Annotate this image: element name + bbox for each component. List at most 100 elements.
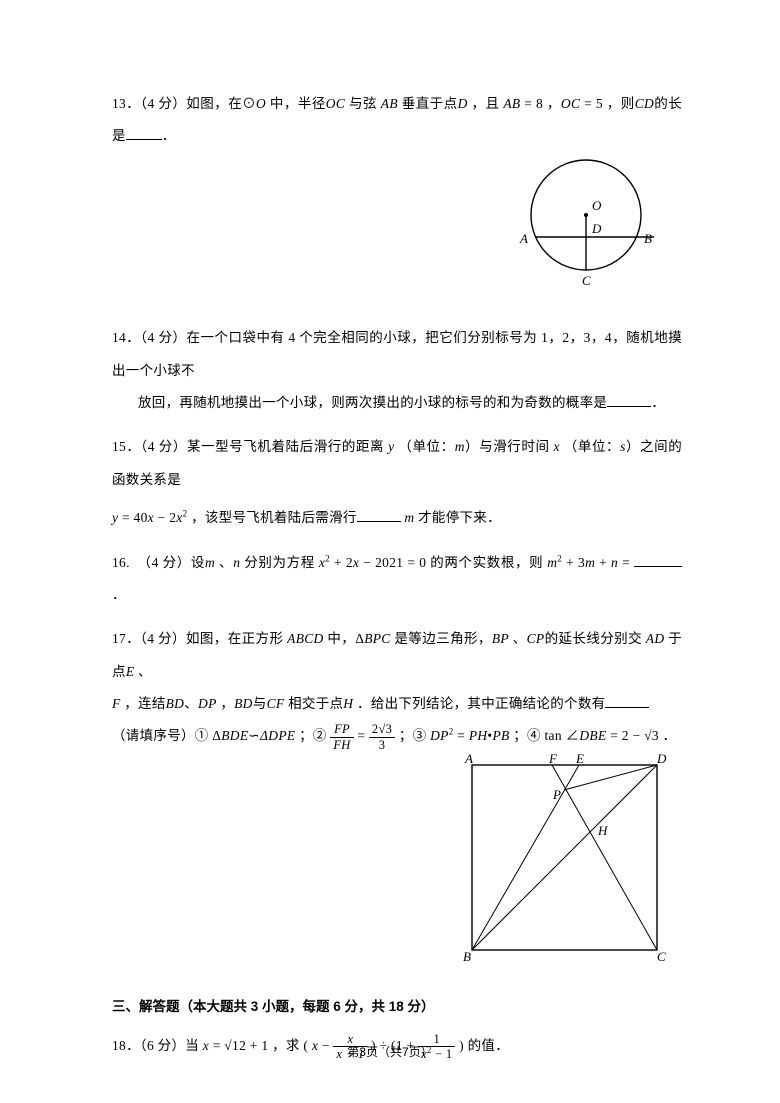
- q13-figure: O D A B C: [514, 153, 654, 298]
- q16-text: +: [595, 555, 611, 570]
- q17-frac2: 2√33: [369, 723, 395, 751]
- label-C: C: [657, 949, 666, 964]
- q13-OC: OC: [326, 96, 345, 111]
- label-A: A: [464, 753, 473, 766]
- q17-frac1: FPFH: [330, 723, 353, 751]
- q15: 15．（4 分）某一型号飞机着陆后滑行的距离 y （单位：m）与滑行时间 x （…: [112, 431, 682, 534]
- q17-DBE: DBE: [579, 728, 606, 743]
- q17-DP2: DP: [430, 728, 449, 743]
- q17-BD: BD: [166, 696, 185, 711]
- q13-AB: AB: [381, 96, 398, 111]
- q17-text: ，连结: [121, 696, 166, 711]
- q14-blank: [607, 394, 651, 407]
- q15-m: m: [455, 439, 465, 454]
- q17-BP: BP: [492, 631, 509, 646]
- q17-text: ；④ tan ∠: [510, 728, 580, 743]
- q16-text: =: [618, 555, 634, 570]
- q17-PB: PB: [492, 728, 509, 743]
- q16-dot: ．: [112, 587, 126, 602]
- q15-m2: m: [401, 510, 415, 525]
- q13: 13．（4 分）如图，在⊙O 中，半径OC 与弦 AB 垂直于点D ，且 AB …: [112, 88, 682, 310]
- q17: 17．（4 分）如图，在正方形 ABCD 中，ΔBPC 是等边三角形，BP 、C…: [112, 623, 682, 977]
- q16-text: + 2: [330, 555, 353, 570]
- footer-b: 页（共: [366, 1045, 402, 1059]
- q17-FH: FH: [330, 738, 353, 752]
- label-A: A: [519, 231, 528, 246]
- q16-text: − 2021 = 0 的两个实数根，则: [359, 555, 547, 570]
- q17-CP: CP: [527, 631, 545, 646]
- q13-text: ，且: [468, 96, 504, 111]
- q15-blank: [357, 509, 401, 522]
- q15-text: （单位：: [560, 439, 620, 454]
- q17-BD2: BD: [234, 696, 253, 711]
- q17-figure-container: A D B C F E P H: [112, 753, 682, 977]
- q13-eq1: = 8 ，: [520, 96, 560, 111]
- q13-OC2: OC: [561, 96, 580, 111]
- page-footer: 第3页（共7页）: [0, 1038, 780, 1067]
- label-E: E: [575, 753, 584, 766]
- q17-BDE: BDE: [221, 728, 248, 743]
- q17-text: 的延长线分别交: [544, 631, 645, 646]
- q17-eq: =: [454, 728, 469, 743]
- footer-c: 页）: [409, 1045, 433, 1059]
- q13-text: 垂直于点: [398, 96, 458, 111]
- label-O: O: [592, 198, 602, 213]
- q15-eq: − 2: [154, 510, 176, 525]
- q17-PH: PH: [469, 728, 488, 743]
- q13-eq2: = 5 ，则: [580, 96, 634, 111]
- label-F: F: [548, 753, 558, 766]
- q17-text: 、: [184, 696, 198, 711]
- q13-text: 中，半径: [266, 96, 326, 111]
- q17-text: 、: [134, 664, 151, 679]
- q16-m: m: [205, 555, 215, 570]
- q17-text: 与: [253, 696, 267, 711]
- q17-text: 是等边三角形，: [391, 631, 492, 646]
- q15-text: ）与滑行时间: [465, 439, 554, 454]
- label-B: B: [644, 231, 652, 246]
- q16: 16. （4 分）设m 、n 分别为方程 x2 + 2x − 2021 = 0 …: [112, 547, 682, 612]
- q16-text: 分别为方程: [240, 555, 319, 570]
- q16-blank: [634, 553, 682, 566]
- label-H: H: [597, 823, 608, 838]
- q16-m2: m: [547, 555, 557, 570]
- q15-text: （单位：: [394, 439, 454, 454]
- q17-ABCD: ABCD: [287, 631, 323, 646]
- q17-AD: AD: [646, 631, 665, 646]
- q17-3: 3: [369, 738, 395, 752]
- q17-sim: ∽: [248, 728, 260, 743]
- q15-text: 15．（4 分）某一型号飞机着陆后滑行的距离: [112, 439, 388, 454]
- q17-figure: A D B C F E P H: [457, 753, 672, 965]
- q15-eq: = 40: [118, 510, 147, 525]
- q14-dot: ．: [651, 395, 665, 410]
- q16-text: + 3: [562, 555, 585, 570]
- q14-l1: 14．（4 分）在一个口袋中有 4 个完全相同的小球，把它们分别标号为 1，2，…: [112, 322, 682, 387]
- q13-O: O: [256, 96, 266, 111]
- q17-BPC: BPC: [364, 631, 390, 646]
- q17-DP: DP: [198, 696, 217, 711]
- q13-blank: [126, 127, 162, 140]
- label-B: B: [463, 949, 471, 964]
- label-C: C: [582, 273, 591, 288]
- q17-text: ，: [217, 696, 234, 711]
- q17-FP: FP: [330, 723, 353, 738]
- q17-text: ；②: [295, 728, 330, 743]
- q17-DPE: ΔDPE: [260, 728, 295, 743]
- q17-H: H: [343, 696, 353, 711]
- q13-text: 13．（4 分）如图，在⊙: [112, 96, 256, 111]
- q14-l2: 放回，再随机地摸出一个小球，则两次摸出的小球的标号的和为奇数的概率是: [138, 395, 607, 410]
- q15-text: 才能停下来．: [414, 510, 500, 525]
- section-3-title: 三、解答题（本大题共 3 小题，每题 6 分，共 18 分）: [112, 991, 682, 1023]
- q17-text: 相交于点: [284, 696, 343, 711]
- footer-total: 7: [402, 1045, 409, 1059]
- q17-text: ；③: [395, 728, 430, 743]
- q16-mm: m: [585, 555, 595, 570]
- q17-text: 、: [509, 631, 527, 646]
- q14: 14．（4 分）在一个口袋中有 4 个完全相同的小球，把它们分别标号为 1，2，…: [112, 322, 682, 419]
- q13-CD: CD: [635, 96, 654, 111]
- q17-blank: [605, 695, 649, 708]
- q17-text: ．给出下列结论，其中正确结论的个数有: [353, 696, 605, 711]
- q13-dot: ．: [162, 128, 176, 143]
- q17-CF: CF: [267, 696, 285, 711]
- footer-a: 第: [347, 1045, 359, 1059]
- q17-text: 17．（4 分）如图，在正方形: [112, 631, 287, 646]
